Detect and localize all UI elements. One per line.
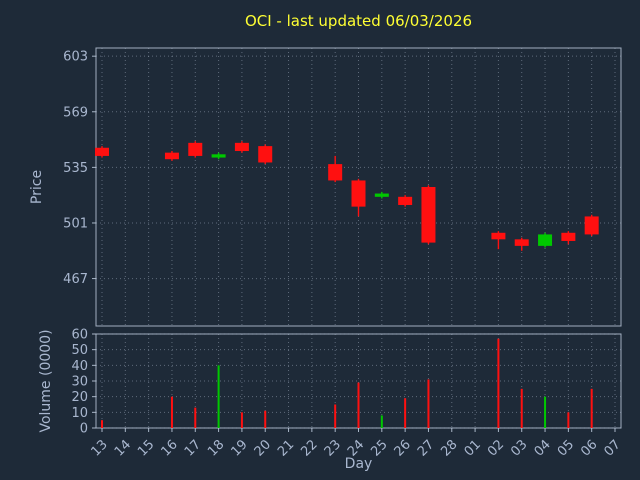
candle-body — [561, 232, 576, 241]
x-tick-label: 26 — [392, 437, 414, 459]
day-axis-label: Day — [344, 456, 373, 472]
candle-body — [351, 180, 366, 207]
volume-bar — [520, 388, 523, 428]
volume-bar — [404, 398, 407, 428]
x-tick-label: 22 — [298, 437, 320, 459]
x-tick-label: 23 — [322, 437, 344, 459]
x-tick-label: 06 — [578, 437, 600, 459]
candle-body — [328, 164, 343, 181]
volume-bar — [380, 415, 383, 428]
y-tick-label: 535 — [63, 161, 88, 176]
y-tick-label: 60 — [71, 328, 88, 343]
candle-body — [421, 187, 436, 243]
x-tick-label: 16 — [158, 437, 180, 459]
candle-body — [514, 239, 529, 246]
candle-body — [188, 142, 203, 156]
candle-body — [258, 146, 273, 163]
y-tick-label: 40 — [71, 359, 88, 374]
x-tick-label: 18 — [205, 437, 227, 459]
candle-body — [95, 147, 109, 156]
candle-body — [374, 193, 389, 197]
volume-bar — [101, 420, 103, 428]
y-tick-label: 603 — [63, 50, 88, 65]
x-tick-label: 20 — [252, 437, 274, 459]
volume-bar — [240, 412, 243, 428]
volume-bar — [264, 410, 267, 428]
volume-bar — [590, 388, 593, 428]
candle-body — [584, 216, 599, 235]
volume-bar — [357, 382, 360, 428]
x-tick-label: 25 — [368, 437, 390, 459]
x-tick-label: 07 — [602, 437, 624, 459]
candle-body — [164, 152, 179, 160]
candle-body — [211, 154, 226, 158]
volume-bar — [170, 396, 173, 428]
candle-body — [538, 234, 553, 246]
y-tick-label: 569 — [63, 105, 88, 120]
axes-spine — [95, 47, 622, 327]
x-tick-label: 15 — [135, 437, 157, 459]
y-tick-label: 501 — [63, 216, 88, 231]
y-tick-label: 10 — [71, 406, 88, 421]
y-tick-label: 467 — [63, 272, 88, 287]
x-tick-label: 03 — [508, 437, 530, 459]
volume-bar — [217, 365, 220, 428]
y-tick-label: 50 — [71, 343, 88, 358]
volume-bar — [427, 379, 430, 428]
volume-bar — [544, 396, 547, 428]
x-tick-label: 24 — [345, 437, 367, 459]
x-tick-label: 05 — [555, 437, 577, 459]
x-tick-label: 01 — [462, 437, 484, 459]
y-tick-label: 20 — [71, 390, 88, 405]
x-tick-label: 17 — [182, 437, 204, 459]
y-tick-label: 30 — [71, 375, 88, 390]
volume-bar — [334, 404, 337, 428]
x-tick-label: 19 — [228, 437, 250, 459]
x-tick-label: 27 — [415, 437, 437, 459]
candle-body — [398, 196, 413, 205]
candle-body — [491, 232, 506, 240]
volume-bar — [194, 407, 197, 428]
y-tick-label: 0 — [80, 422, 88, 437]
x-tick-label: 14 — [112, 437, 134, 459]
x-tick-label: 04 — [532, 437, 554, 459]
x-tick-label: 28 — [438, 437, 460, 459]
x-tick-label: 13 — [89, 437, 111, 459]
chart-title: OCI - last updated 06/03/2026 — [244, 12, 473, 30]
x-tick-label: 02 — [485, 437, 507, 459]
candle-body — [234, 142, 249, 152]
volume-bar — [497, 338, 500, 428]
volume-bar — [567, 412, 570, 428]
x-tick-label: 21 — [275, 437, 297, 459]
